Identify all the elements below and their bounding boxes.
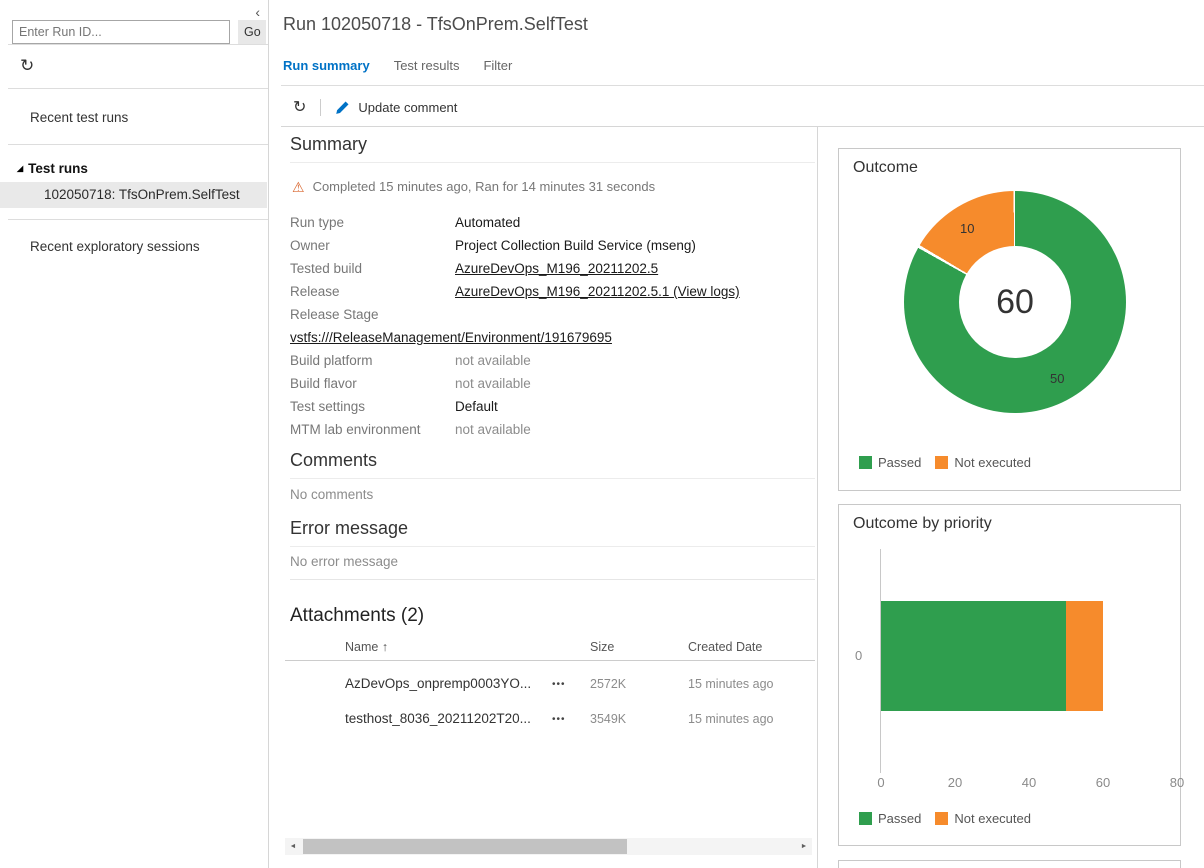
legend-passed: Passed (859, 811, 921, 826)
stacked-bar (881, 601, 1103, 711)
run-status: ⚠ Completed 15 minutes ago, Ran for 14 m… (292, 179, 655, 194)
field-mtm-lab-environment: MTM lab environment not available (290, 422, 531, 437)
refresh-icon[interactable]: ↻ (293, 99, 307, 116)
outcome-by-priority-panel: Outcome by priority 0 0 20 40 60 80 Pass… (838, 504, 1185, 846)
field-release-stage-value: vstfs:///ReleaseManagement/Environment/1… (290, 326, 815, 349)
legend-not-executed: Not executed (935, 455, 1031, 470)
tab-filter[interactable]: Filter (483, 58, 513, 73)
attachment-size: 2572K (590, 677, 627, 691)
y-axis (880, 549, 881, 773)
comments-heading: Comments (290, 450, 378, 470)
release-link[interactable]: AzureDevOps_M196_20211202.5.1 (View logs… (455, 284, 740, 299)
go-button[interactable]: Go (238, 20, 266, 44)
warning-icon: ⚠ (292, 178, 305, 195)
no-comments-text: No comments (290, 487, 374, 502)
update-comment-label: Update comment (358, 99, 458, 115)
attachment-created: 15 minutes ago (688, 677, 774, 691)
test-runs-group[interactable]: ◢ Test runs (17, 161, 88, 176)
error-message-heading: Error message (290, 518, 409, 538)
sidebar-divider (268, 0, 269, 868)
passed-count: 50 (1050, 371, 1065, 386)
attachment-name[interactable]: testhost_8036_20211202T20... (345, 711, 531, 726)
tab-test-results[interactable]: Test results (393, 58, 460, 73)
header-divider (281, 85, 1204, 86)
legend-not-executed: Not executed (935, 811, 1031, 826)
bar-not-executed (1066, 601, 1103, 711)
field-owner: Owner Project Collection Build Service (… (290, 238, 696, 253)
page-title: Run 102050718 - TfsOnPrem.SelfTest (283, 14, 588, 34)
attachment-created: 15 minutes ago (688, 712, 774, 726)
not-executed-count: 10 (960, 221, 975, 236)
field-tested-build: Tested build AzureDevOps_M196_20211202.5 (290, 261, 659, 276)
sidebar-item-recent-test-runs[interactable]: Recent test runs (30, 110, 129, 125)
run-id-input[interactable] (12, 20, 230, 44)
next-panel (838, 860, 1181, 868)
priority-category-label: 0 (855, 648, 863, 663)
more-options-icon[interactable]: ••• (552, 679, 566, 690)
collapse-sidebar-icon[interactable]: ‹ (255, 4, 260, 20)
outcome-legend: Passed Not executed (859, 455, 1031, 470)
attachment-size: 3549K (590, 712, 627, 726)
run-status-text: Completed 15 minutes ago, Ran for 14 min… (312, 179, 656, 194)
tree-expand-icon: ◢ (17, 164, 24, 173)
field-build-flavor: Build flavor not available (290, 376, 531, 391)
field-release-stage: Release Stage (290, 307, 379, 322)
attachments-heading: Attachments (2) (290, 605, 425, 626)
field-release: Release AzureDevOps_M196_20211202.5.1 (V… (290, 284, 740, 299)
column-header-created[interactable]: Created Date (688, 640, 763, 654)
passed-swatch (859, 812, 872, 825)
x-tick: 40 (1021, 775, 1037, 790)
summary-fields: Run type Automated Owner Project Collect… (290, 211, 815, 441)
release-stage-link[interactable]: vstfs:///ReleaseManagement/Environment/1… (290, 330, 612, 345)
tested-build-link[interactable]: AzureDevOps_M196_20211202.5 (455, 261, 659, 276)
no-error-text: No error message (290, 554, 399, 569)
content-divider (817, 126, 818, 868)
field-test-settings: Test settings Default (290, 399, 498, 414)
toolbar: ↻ Update comment (293, 95, 457, 119)
sort-ascending-icon: ↑ (381, 640, 389, 654)
tab-run-summary[interactable]: Run summary (283, 58, 370, 73)
field-build-platform: Build platform not available (290, 353, 531, 368)
outcome-panel: Outcome 10 50 60 Passed Not executed (838, 148, 1181, 491)
sidebar-item-recent-exploratory-sessions[interactable]: Recent exploratory sessions (30, 239, 200, 254)
scroll-right-icon[interactable]: ► (800, 843, 808, 850)
x-tick: 0 (877, 775, 885, 790)
not-executed-swatch (935, 812, 949, 825)
not-executed-swatch (935, 456, 949, 469)
toolbar-bottom-divider (281, 126, 1204, 127)
more-options-icon[interactable]: ••• (552, 714, 566, 725)
outcome-panel-title: Outcome (853, 159, 918, 176)
column-header-name[interactable]: Name ↑ (345, 640, 389, 654)
summary-heading: Summary (290, 134, 368, 154)
sidebar-item-selected-run[interactable]: 102050718: TfsOnPrem.SelfTest (0, 182, 267, 208)
column-header-size[interactable]: Size (590, 640, 615, 654)
test-runs-group-label: Test runs (28, 161, 88, 176)
toolbar-divider (320, 98, 322, 116)
bar-passed (881, 601, 1066, 711)
x-tick: 20 (947, 775, 963, 790)
tab-bar: Run summary Test results Filter (283, 58, 512, 73)
sidebar: ‹ Go ↻ Recent test runs ◢ Test runs 10205… (0, 0, 268, 868)
attachment-name[interactable]: AzDevOps_onpremp0003YO... (345, 676, 532, 691)
priority-panel-title: Outcome by priority (853, 515, 992, 532)
scrollbar-thumb[interactable] (303, 839, 627, 854)
x-tick: 60 (1095, 775, 1111, 790)
scroll-left-icon[interactable]: ◄ (289, 843, 297, 850)
x-tick: 80 (1169, 775, 1185, 790)
horizontal-scrollbar[interactable]: ◄ ► (285, 838, 812, 855)
total-tests-count: 60 (959, 246, 1071, 358)
update-comment-button[interactable]: Update comment (335, 100, 457, 115)
outcome-donut: 10 50 60 (904, 191, 1126, 413)
legend-passed: Passed (859, 455, 921, 470)
refresh-icon[interactable]: ↻ (20, 56, 35, 75)
priority-legend: Passed Not executed (859, 811, 1031, 826)
edit-pencil-icon (336, 101, 349, 114)
passed-swatch (859, 456, 872, 469)
field-run-type: Run type Automated (290, 215, 521, 230)
